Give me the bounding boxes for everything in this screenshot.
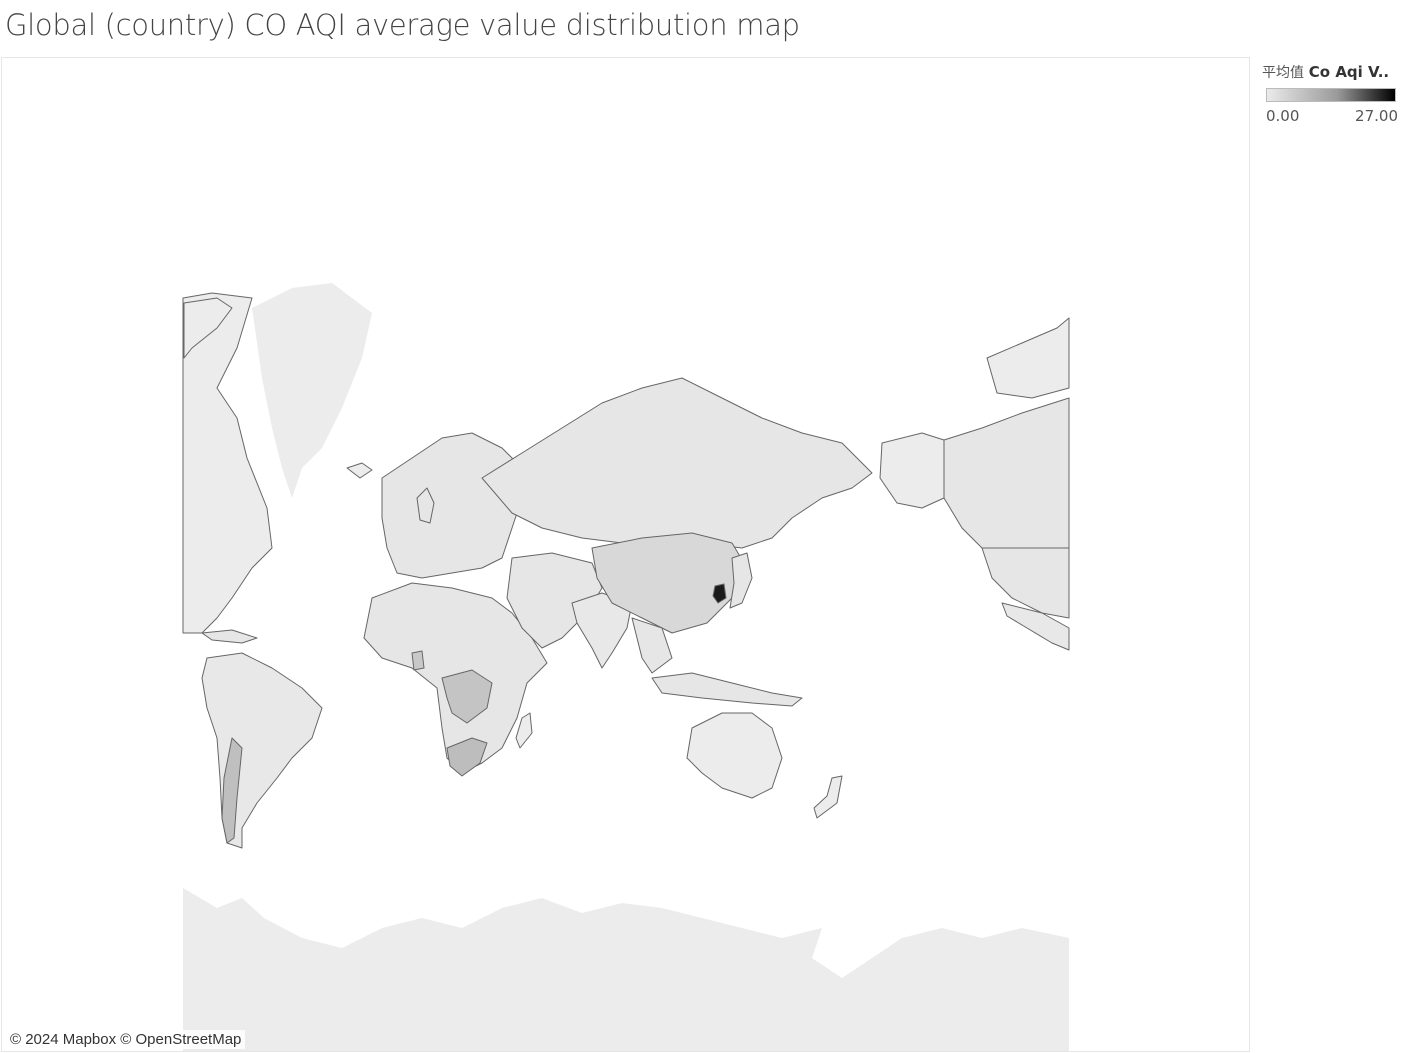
south-korea-region bbox=[712, 583, 727, 604]
world-map[interactable] bbox=[2, 58, 1250, 1052]
uk-land bbox=[416, 487, 435, 524]
page-title: Global (country) CO AQI average value di… bbox=[5, 8, 800, 42]
antarctica-land bbox=[183, 888, 1069, 1051]
europe-land bbox=[381, 432, 523, 579]
canada-west-land bbox=[943, 397, 1070, 549]
caribbean-land bbox=[201, 629, 258, 644]
map-view[interactable]: © 2024 Mapbox © OpenStreetMap bbox=[1, 57, 1250, 1052]
dr-congo-region bbox=[441, 669, 493, 724]
russia-land bbox=[481, 377, 873, 549]
japan-land bbox=[729, 552, 753, 609]
australia-land bbox=[686, 712, 783, 799]
mexico-land bbox=[1001, 602, 1070, 651]
chile-region bbox=[221, 737, 243, 844]
indonesia-land bbox=[651, 672, 803, 707]
usa-west-land bbox=[981, 547, 1070, 619]
new-zealand-land bbox=[813, 775, 843, 819]
color-legend[interactable]: 平均值 Co Aqi V.. 0.00 27.00 bbox=[1262, 62, 1398, 125]
map-attribution: © 2024 Mapbox © OpenStreetMap bbox=[6, 1030, 246, 1049]
iceland-land bbox=[346, 462, 373, 479]
arctic-islands-east bbox=[183, 297, 233, 359]
legend-gradient-bar bbox=[1266, 88, 1396, 102]
south-america-land bbox=[201, 652, 323, 849]
south-africa-region bbox=[446, 737, 488, 777]
china-region bbox=[591, 532, 748, 634]
legend-title: 平均值 Co Aqi V.. bbox=[1262, 62, 1398, 82]
arctic-islands-west bbox=[986, 317, 1070, 399]
legend-max-label: 27.00 bbox=[1355, 107, 1398, 125]
alaska-land bbox=[879, 432, 945, 509]
madagascar-land bbox=[515, 712, 533, 749]
middle-east-land bbox=[506, 552, 603, 649]
greenland-land bbox=[252, 283, 372, 498]
legend-measure: Co Aqi V.. bbox=[1308, 63, 1390, 81]
legend-prefix: 平均值 bbox=[1262, 65, 1304, 81]
legend-min-label: 0.00 bbox=[1266, 107, 1300, 125]
north-america-east bbox=[182, 292, 273, 634]
ghana-region bbox=[411, 650, 425, 671]
legend-ticks: 0.00 27.00 bbox=[1266, 107, 1398, 125]
southeast-asia-land bbox=[631, 617, 673, 674]
